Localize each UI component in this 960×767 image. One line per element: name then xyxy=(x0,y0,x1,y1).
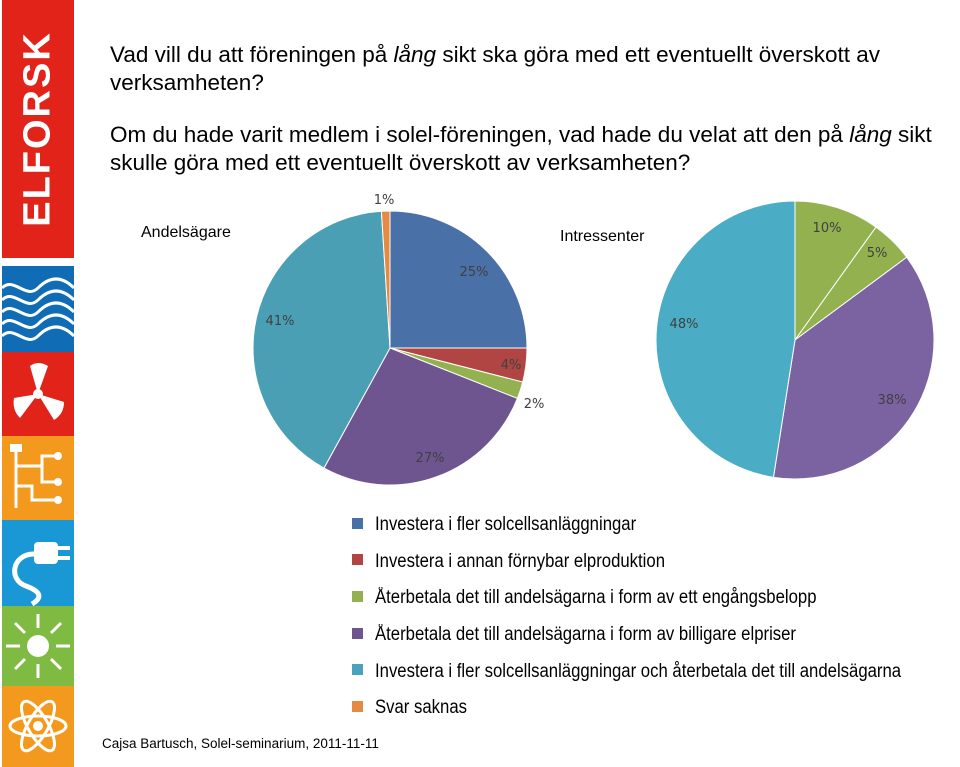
slice-data-label: 25% xyxy=(460,265,489,280)
chart-title-intressenter: Intressenter xyxy=(560,228,645,245)
wind-fan-icon xyxy=(2,352,74,436)
pie-chart-intressenter: 10% 5% 38% 48% xyxy=(655,200,935,480)
footer-credit: Cajsa Bartusch, Solel-seminarium, 2011-1… xyxy=(102,736,379,751)
slice-data-label: 4% xyxy=(501,358,522,373)
legend-swatch xyxy=(352,590,363,602)
legend-label: Investera i fler solcellsanläggningar xyxy=(375,514,637,536)
pie-slice xyxy=(655,200,796,478)
slice-data-label: 2% xyxy=(524,397,545,412)
water-wave-icon xyxy=(2,266,74,352)
elforsk-logo: ELFORSK xyxy=(2,0,74,258)
title-question-2: Om du hade varit medlem i solel-förening… xyxy=(110,122,932,175)
slice-data-label: 27% xyxy=(416,451,445,466)
pie-slice xyxy=(380,210,391,349)
slice-data-label: 5% xyxy=(867,246,888,261)
slice-data-label: 38% xyxy=(878,393,907,408)
slice-data-label: 41% xyxy=(266,314,295,329)
pie-chart-andelsagare: 25% 4% 2% 27% 41% 1% xyxy=(252,193,545,486)
pie-slice xyxy=(794,200,877,342)
title-question-1: Vad vill du att föreningen på lång sikt … xyxy=(110,42,881,95)
slice-data-label: 1% xyxy=(374,193,395,208)
plug-icon xyxy=(2,520,74,606)
pie-slice xyxy=(772,256,935,480)
legend-swatch xyxy=(352,700,363,712)
legend-label: Investera i fler solcellsanläggningar oc… xyxy=(375,660,902,682)
pie-slice xyxy=(252,210,391,469)
pie-slice xyxy=(323,347,519,486)
legend-swatch xyxy=(352,517,363,529)
circuit-icon xyxy=(2,436,74,520)
legend-item: Investera i fler solcellsanläggningar xyxy=(352,507,960,544)
legend-label: Återbetala det till andelsägarna i form … xyxy=(375,587,817,609)
legend-item: Investera i fler solcellsanläggningar oc… xyxy=(352,653,960,690)
legend-label: Återbetala det till andelsägarna i form … xyxy=(375,624,797,646)
chart-title-andelsagare: Andelsägare xyxy=(141,224,231,241)
legend-item: Återbetala det till andelsägarna i form … xyxy=(352,617,960,654)
slice-data-label: 10% xyxy=(813,221,842,236)
sun-icon xyxy=(2,606,74,686)
legend-item: Svar saknas xyxy=(352,690,960,727)
slice-data-label: 48% xyxy=(670,317,699,332)
legend-swatch xyxy=(352,664,363,676)
brand-column: ELFORSK xyxy=(0,0,76,767)
atom-icon xyxy=(2,686,74,767)
legend-swatch xyxy=(352,554,363,566)
chart-legend: Investera i fler solcellsanläggningar Inv… xyxy=(352,507,960,727)
legend-item: Återbetala det till andelsägarna i form … xyxy=(352,580,960,617)
pie-slice xyxy=(389,210,528,349)
slide-title: Vad vill du att föreningen på lång sikt … xyxy=(110,41,950,201)
legend-swatch xyxy=(352,627,363,639)
legend-item: Investera i annan förnybar elproduktion xyxy=(352,544,960,581)
legend-label: Svar saknas xyxy=(375,697,468,719)
legend-label: Investera i annan förnybar elproduktion xyxy=(375,550,666,572)
